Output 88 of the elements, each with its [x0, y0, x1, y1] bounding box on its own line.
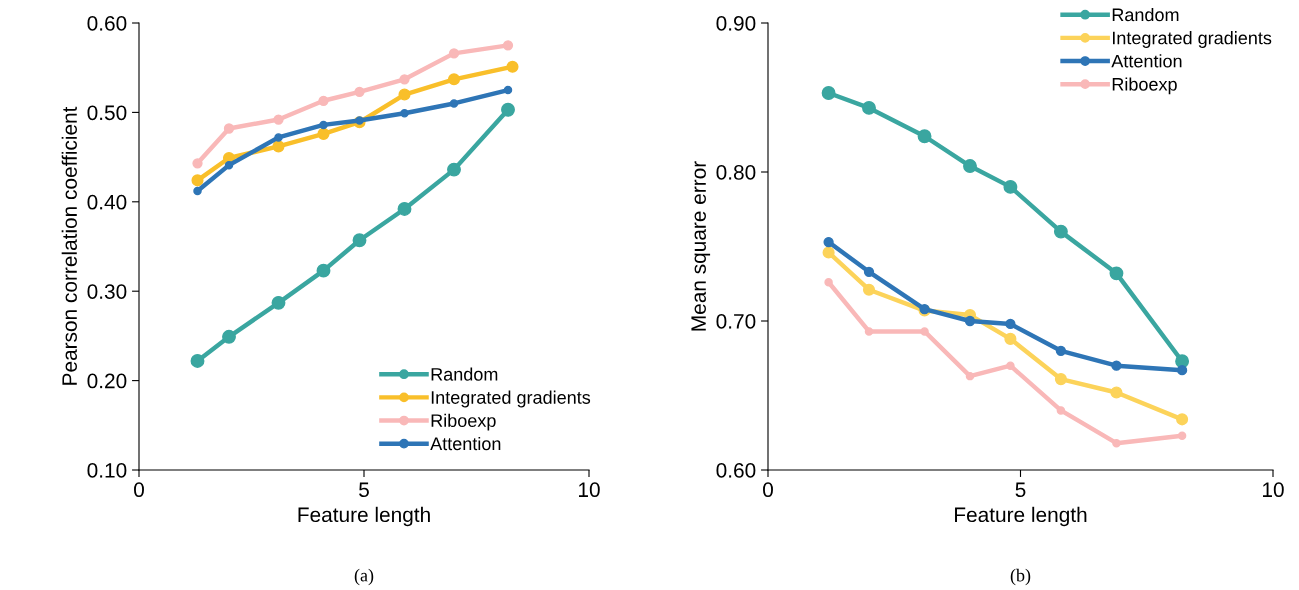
point — [965, 371, 975, 381]
point — [1005, 318, 1016, 330]
point — [1055, 345, 1067, 356]
point — [274, 133, 283, 142]
y-tick-label: 0.20 — [87, 373, 127, 389]
point — [352, 233, 367, 248]
x-tick-label: 10 — [579, 482, 600, 498]
legend-label: Integrated gradients — [1112, 31, 1272, 48]
point — [317, 127, 330, 140]
point — [1004, 332, 1017, 345]
point — [449, 99, 459, 108]
point — [506, 60, 519, 73]
point — [273, 114, 284, 125]
point — [863, 266, 875, 277]
point — [501, 102, 515, 117]
x-axis-title: Feature length — [298, 506, 430, 527]
point — [355, 116, 364, 125]
point — [316, 263, 331, 278]
text: (b) — [1010, 568, 1031, 586]
point — [862, 283, 876, 296]
x-tick-label: 0 — [763, 482, 773, 498]
point — [1056, 406, 1066, 415]
point — [824, 278, 833, 287]
point — [190, 353, 205, 368]
point — [193, 186, 202, 196]
point — [503, 85, 513, 95]
point — [447, 73, 461, 86]
point — [192, 158, 203, 169]
point — [447, 162, 461, 177]
y-tick-label: 0.10 — [87, 463, 127, 478]
point — [224, 160, 234, 170]
point — [864, 327, 874, 336]
point — [823, 236, 834, 248]
point — [1176, 365, 1188, 376]
legend-label: Random — [431, 367, 498, 381]
point — [318, 95, 329, 106]
point — [822, 246, 835, 259]
point — [1109, 266, 1124, 281]
legend-label: Random — [1112, 7, 1179, 22]
x-tick-label: 0 — [134, 482, 144, 498]
point — [963, 159, 977, 173]
y-tick-label: 0.70 — [716, 314, 756, 329]
legend-label: Integrated gradients — [431, 390, 591, 408]
point — [398, 88, 411, 101]
point — [1110, 386, 1123, 399]
point — [319, 120, 328, 130]
legend-label: Riboexp — [431, 413, 496, 431]
y-tick-label: 0.30 — [87, 284, 127, 299]
legend-label: Attention — [1111, 54, 1182, 68]
point — [397, 202, 412, 216]
point — [1003, 179, 1018, 194]
y-tick-label: 0.40 — [87, 194, 127, 210]
point — [1112, 438, 1121, 448]
point — [502, 40, 514, 51]
y-tick-label: 0.90 — [716, 16, 756, 31]
point — [400, 109, 409, 118]
point — [448, 48, 460, 59]
point — [1006, 361, 1015, 370]
point — [354, 86, 365, 97]
text: (a) — [354, 568, 374, 586]
point — [964, 315, 976, 327]
point — [223, 123, 235, 134]
point — [1111, 360, 1122, 371]
point — [920, 327, 929, 336]
legend-label: Riboexp — [1112, 77, 1177, 95]
x-tick-label: 5 — [1015, 482, 1026, 498]
point — [862, 100, 876, 115]
point — [191, 174, 204, 187]
point — [399, 74, 410, 85]
y-axis-title: Mean square error — [691, 161, 711, 331]
point — [821, 86, 836, 100]
point — [1053, 224, 1068, 239]
point — [272, 140, 285, 153]
point — [222, 329, 236, 344]
y-tick-label: 0.60 — [716, 463, 756, 478]
point — [1054, 373, 1067, 386]
point — [917, 129, 932, 144]
x-tick-label: 5 — [359, 482, 369, 498]
point — [1176, 413, 1189, 426]
point — [1177, 431, 1187, 440]
y-tick-label: 0.60 — [87, 16, 127, 31]
legend-label: Attention — [430, 436, 501, 451]
x-tick-label: 10 — [1263, 482, 1284, 498]
y-tick-label: 0.80 — [716, 165, 756, 180]
point — [271, 295, 286, 310]
x-axis-title: Feature length — [955, 506, 1087, 527]
y-axis-title: Pearson correlation coefficient — [61, 106, 77, 385]
y-tick-label: 0.50 — [87, 105, 127, 121]
